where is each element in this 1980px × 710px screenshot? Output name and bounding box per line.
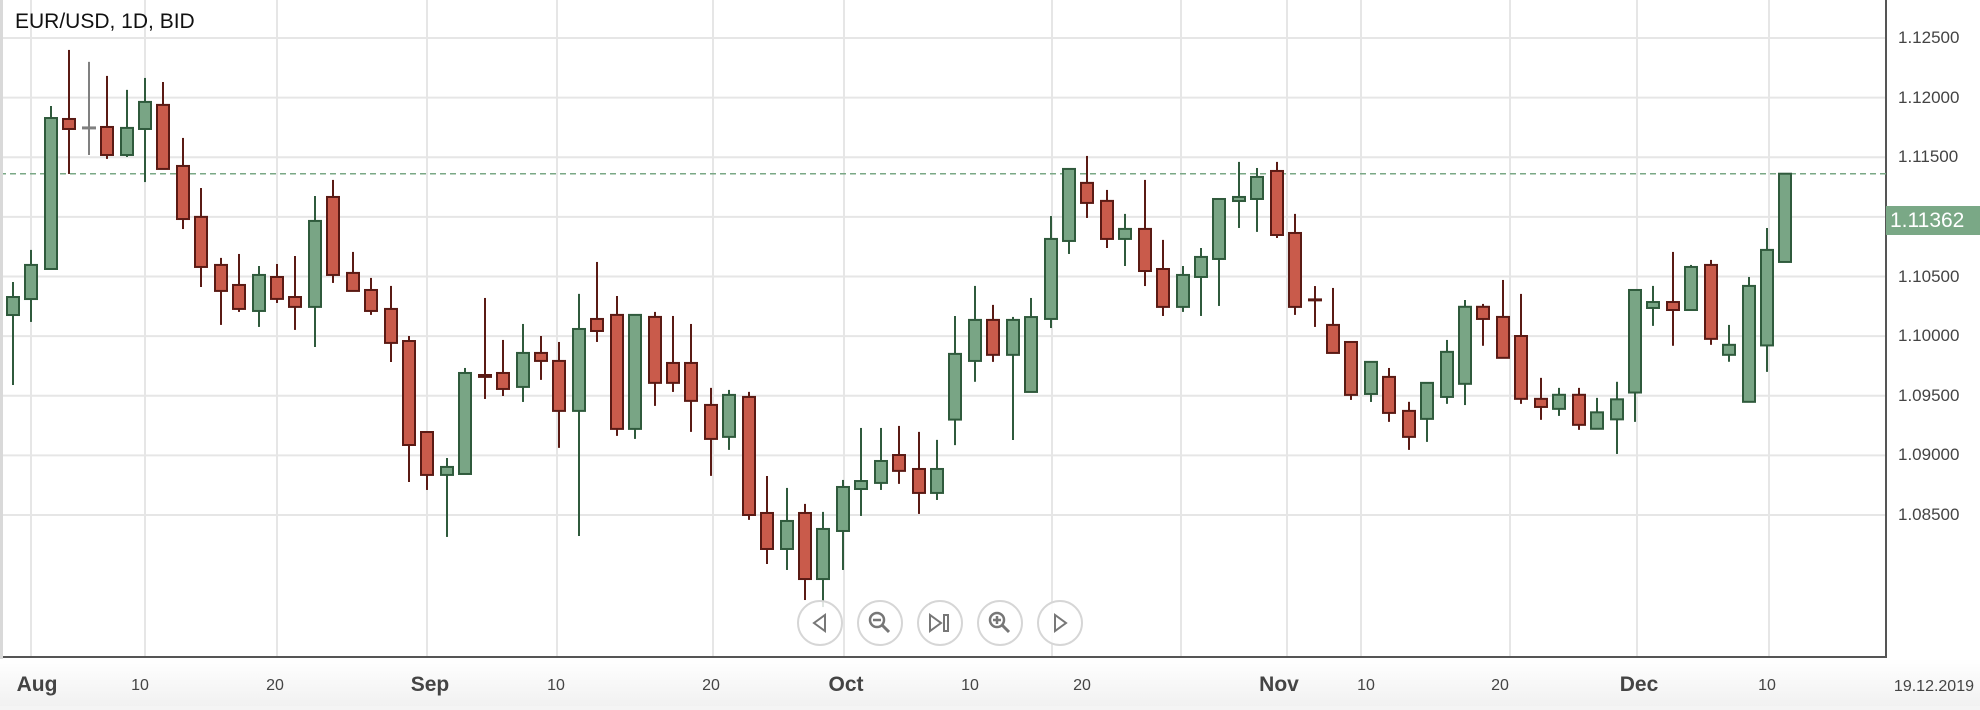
- navigator-strip[interactable]: [0, 706, 1980, 710]
- y-tick-label: 1.09500: [1898, 385, 1960, 405]
- reset-to-latest-button[interactable]: [917, 600, 963, 646]
- x-day-label: 10: [1357, 677, 1375, 694]
- x-month-label: Oct: [828, 673, 864, 696]
- chart-title: EUR/USD, 1D, BID: [15, 10, 195, 33]
- x-month-label: Dec: [1619, 673, 1659, 696]
- triangle-left-icon: [812, 613, 826, 633]
- triangle-right-icon: [1054, 613, 1068, 633]
- zoom-in-button[interactable]: [977, 600, 1023, 646]
- skip-to-end-icon: [929, 613, 949, 633]
- x-day-label: 20: [1491, 677, 1509, 694]
- x-day-label: 10: [547, 677, 565, 694]
- x-day-label: 10: [961, 677, 979, 694]
- x-axis-band[interactable]: [0, 659, 1980, 707]
- chart-navigation: [797, 600, 1083, 646]
- x-day-label: 10: [1758, 677, 1776, 694]
- zoom-out-icon: [868, 611, 891, 634]
- scroll-right-button[interactable]: [1037, 600, 1083, 646]
- y-tick-label: 1.12000: [1898, 87, 1960, 107]
- y-tick-label: 1.12500: [1898, 28, 1960, 47]
- current-price-tag: 1.11362: [1886, 206, 1980, 235]
- y-tick-label: 1.09000: [1898, 445, 1960, 465]
- zoom-in-icon: [988, 611, 1011, 634]
- scroll-left-button[interactable]: [797, 600, 843, 646]
- y-tick-label: 1.10000: [1898, 326, 1960, 346]
- x-day-label: 20: [266, 677, 284, 694]
- x-day-label: 20: [702, 677, 720, 694]
- zoom-out-button[interactable]: [857, 600, 903, 646]
- x-month-label: Aug: [16, 673, 58, 696]
- left-border: [0, 0, 3, 659]
- current-date-label: 19.12.2019: [1893, 678, 1974, 695]
- x-day-label: 20: [1073, 677, 1091, 694]
- y-tick-label: 1.08500: [1898, 505, 1960, 524]
- x-month-label: Sep: [410, 673, 450, 696]
- x-day-label: 10: [131, 677, 149, 694]
- x-month-label: Nov: [1259, 673, 1299, 696]
- y-tick-label: 1.11500: [1898, 147, 1959, 167]
- y-tick-label: 1.10500: [1898, 266, 1960, 286]
